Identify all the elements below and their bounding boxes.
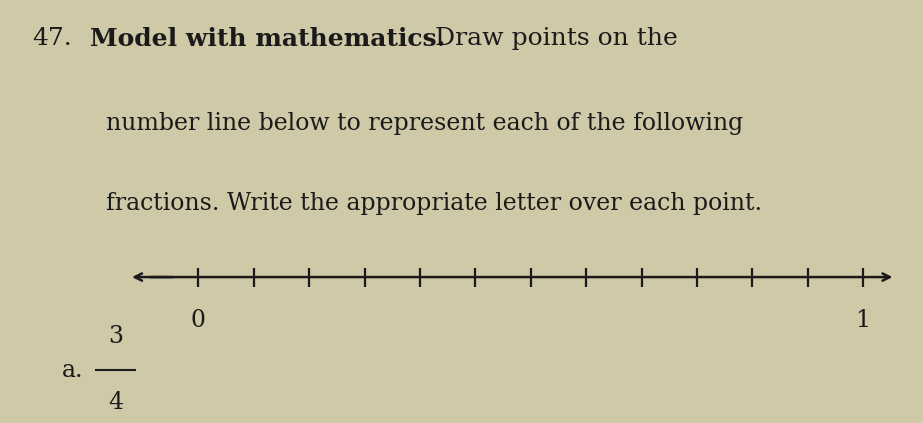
Text: Draw points on the: Draw points on the — [427, 27, 678, 50]
Text: 47.: 47. — [32, 27, 72, 50]
Text: Model with mathematics.: Model with mathematics. — [90, 27, 446, 52]
Text: 0: 0 — [191, 309, 206, 332]
Text: number line below to represent each of the following: number line below to represent each of t… — [106, 112, 743, 135]
Text: 1: 1 — [856, 309, 870, 332]
Text: a.: a. — [62, 359, 83, 382]
Text: 3: 3 — [108, 325, 123, 348]
Text: 4: 4 — [108, 391, 123, 414]
Text: fractions. Write the appropriate letter over each point.: fractions. Write the appropriate letter … — [106, 192, 762, 215]
